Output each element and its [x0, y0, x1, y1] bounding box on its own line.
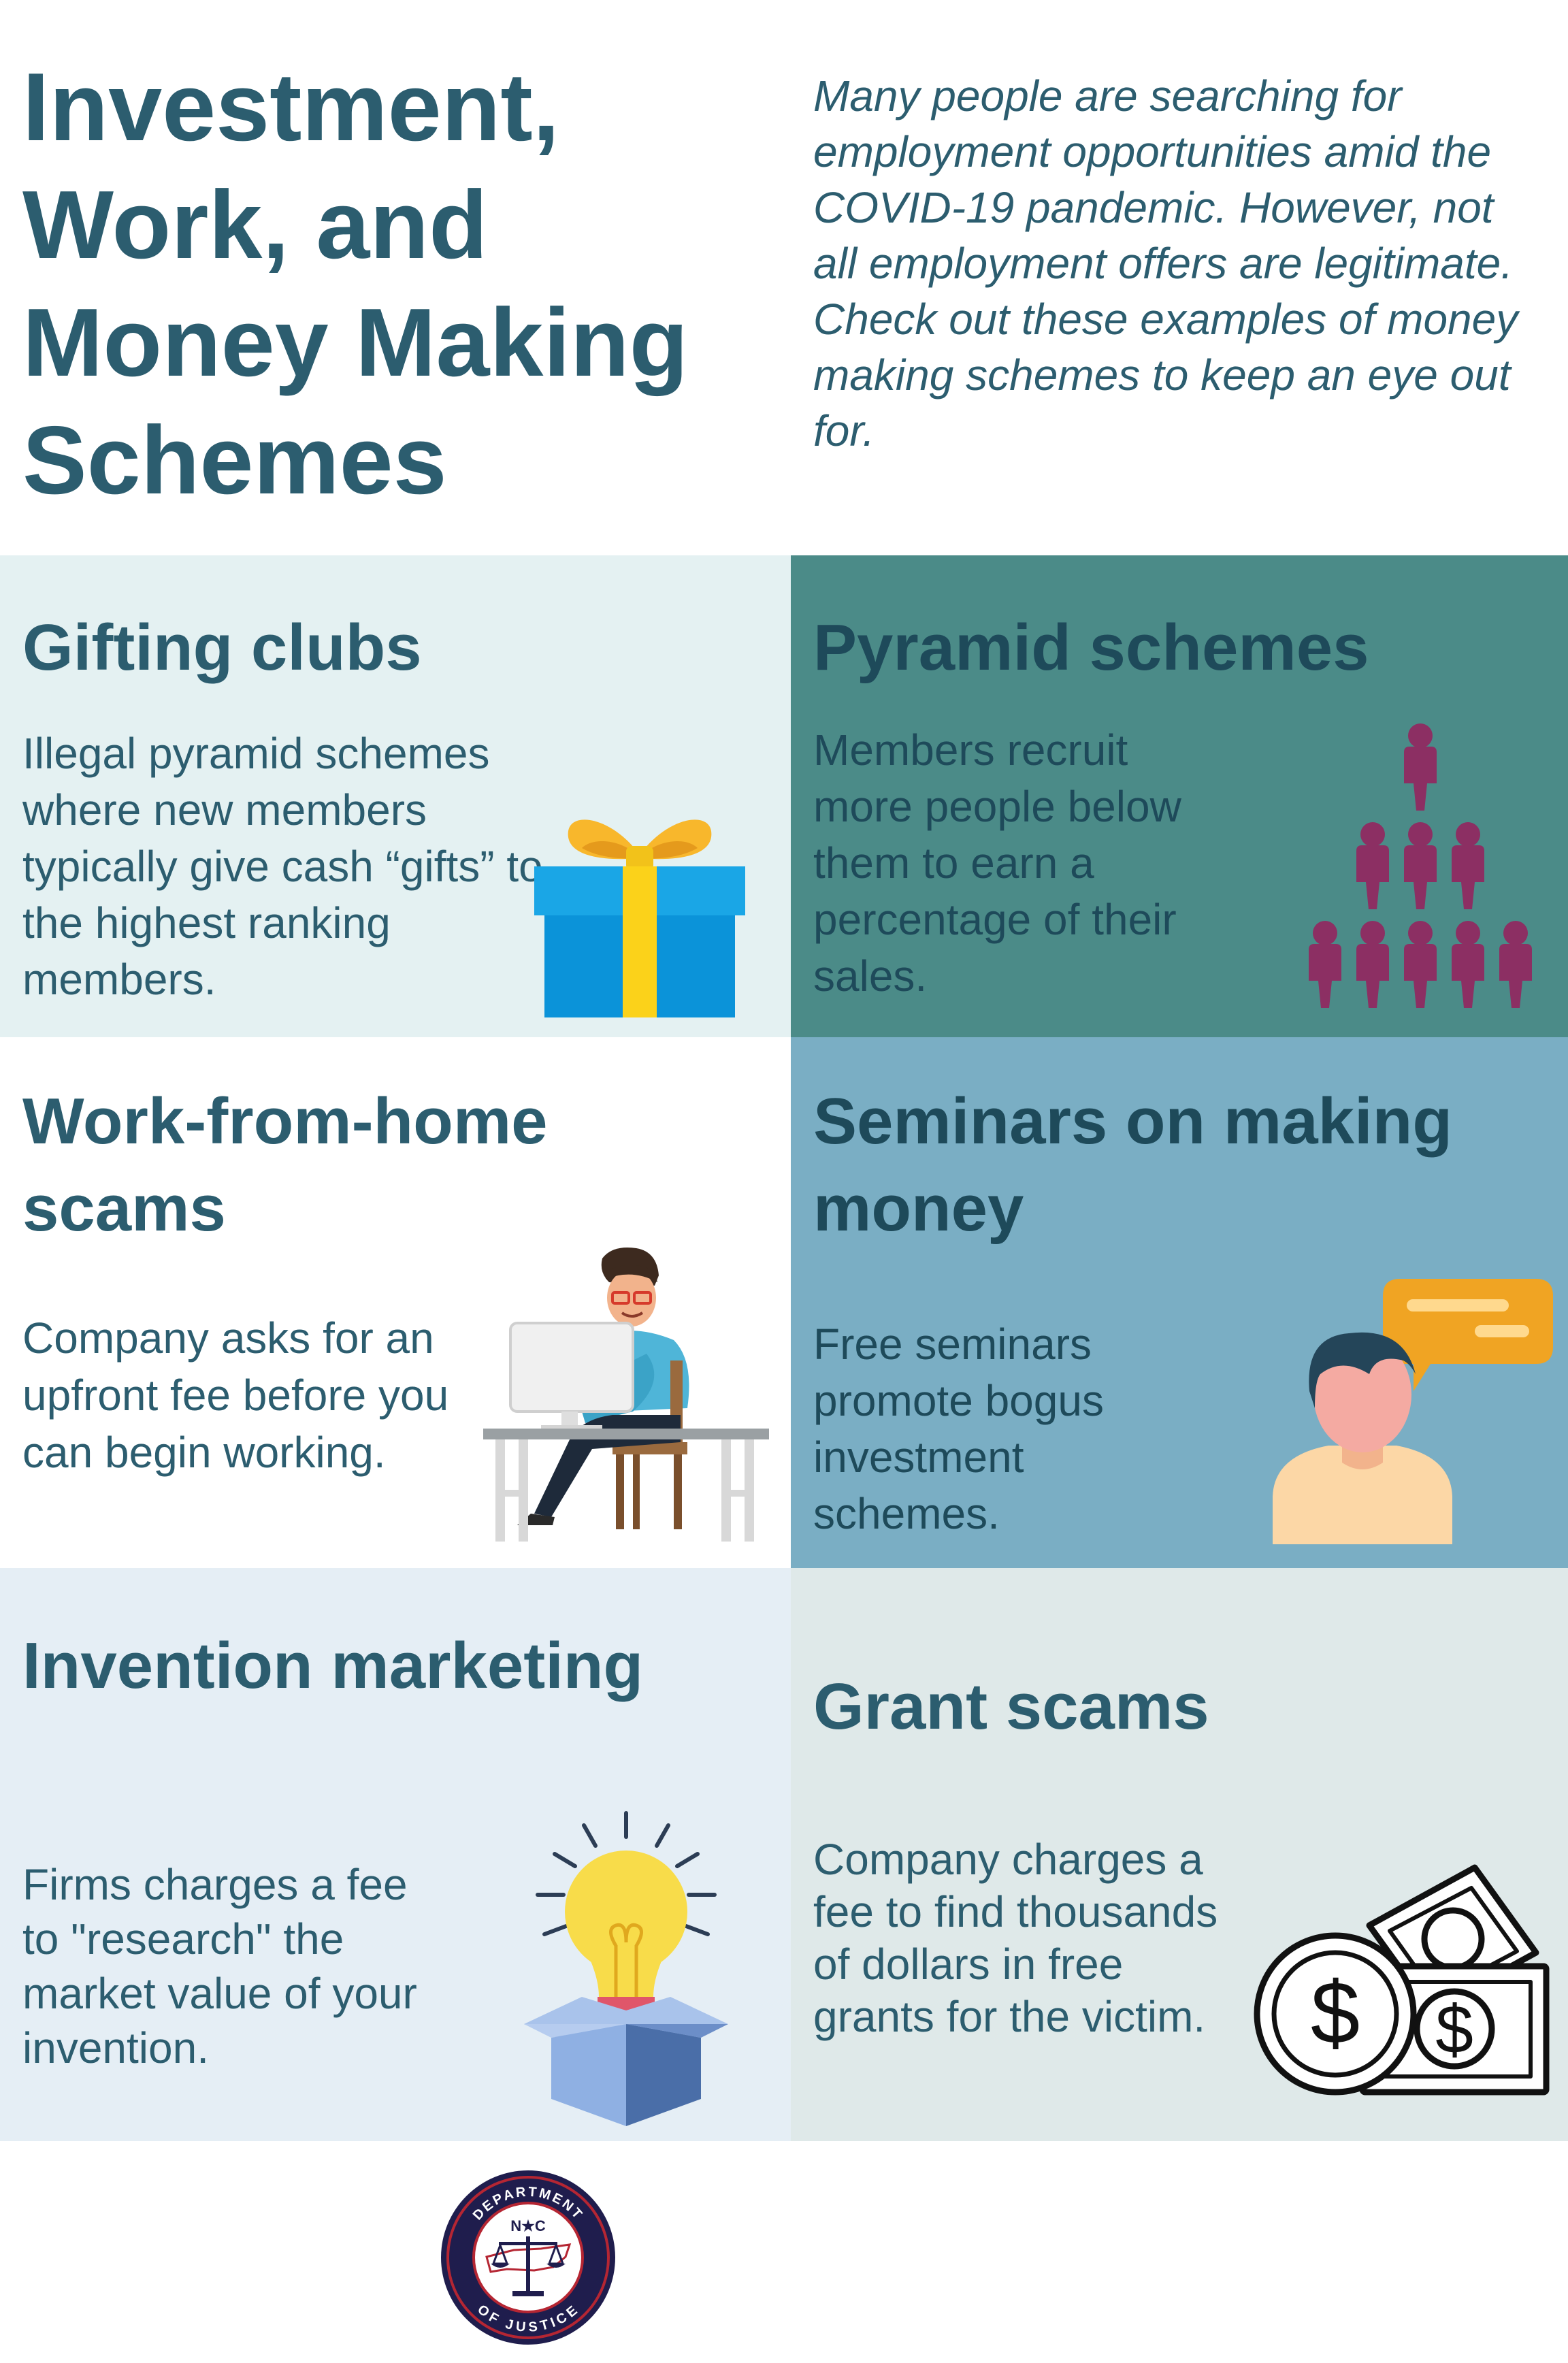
section-pyramid-schemes: Pyramid schemes Members recruit more peo… [791, 555, 1568, 1037]
page-title: Investment, Work, and Money Making Schem… [22, 53, 689, 515]
person-at-desk-icon [483, 1248, 769, 1542]
section-body: Members recruit more people below them t… [813, 726, 1181, 1000]
svg-text:$: $ [1435, 1991, 1473, 2068]
section-title: Work-from-home scams [22, 1085, 548, 1245]
people-pyramid-icon [1309, 723, 1532, 1008]
infographic-page: Investment, Work, and Money Making Schem… [0, 11, 1568, 2363]
section-body: Firms charges a fee to "research" the ma… [22, 1860, 417, 2072]
header: Investment, Work, and Money Making Schem… [0, 11, 1568, 555]
seal-letters: N★C [510, 2217, 546, 2234]
money-coins-icon: $ $ [1254, 1864, 1550, 2096]
lightbulb-box-icon [524, 1811, 728, 2126]
section-body: Illegal pyramid schemes where new member… [22, 729, 543, 1004]
footer [0, 2141, 1568, 2363]
section-invention-marketing: Invention marketing Firms charges a fee … [0, 1568, 791, 2141]
section-title: Invention marketing [22, 1629, 644, 1702]
intro-text: Many people are searching for employment… [813, 71, 1518, 455]
section-gifting-clubs: Gifting clubs Illegal pyramid schemes wh… [0, 555, 791, 1037]
section-grant-scams: Grant scams Company charges a fee to fin… [791, 1568, 1568, 2141]
section-body: Free seminars promote bogus investment s… [813, 1320, 1104, 1538]
department-of-justice-seal-icon: DEPARTMENT OF JUSTICE N★C [441, 2170, 615, 2345]
section-body: Company asks for an upfront fee before y… [22, 1314, 449, 1477]
gift-box-icon [534, 819, 745, 1017]
section-seminars: Seminars on making money Free seminars p… [791, 1037, 1568, 1568]
section-title: Pyramid schemes [813, 611, 1369, 684]
section-title: Grant scams [813, 1670, 1209, 1743]
section-body: Company charges a fee to find thousands … [813, 1835, 1218, 2041]
section-title: Gifting clubs [22, 611, 422, 684]
svg-text:$: $ [1311, 1963, 1360, 2062]
section-work-from-home-scams: Work-from-home scams Company asks for an… [0, 1037, 791, 1568]
section-title: Seminars on making money [813, 1085, 1452, 1245]
speaker-speech-bubble-icon [1273, 1279, 1553, 1544]
